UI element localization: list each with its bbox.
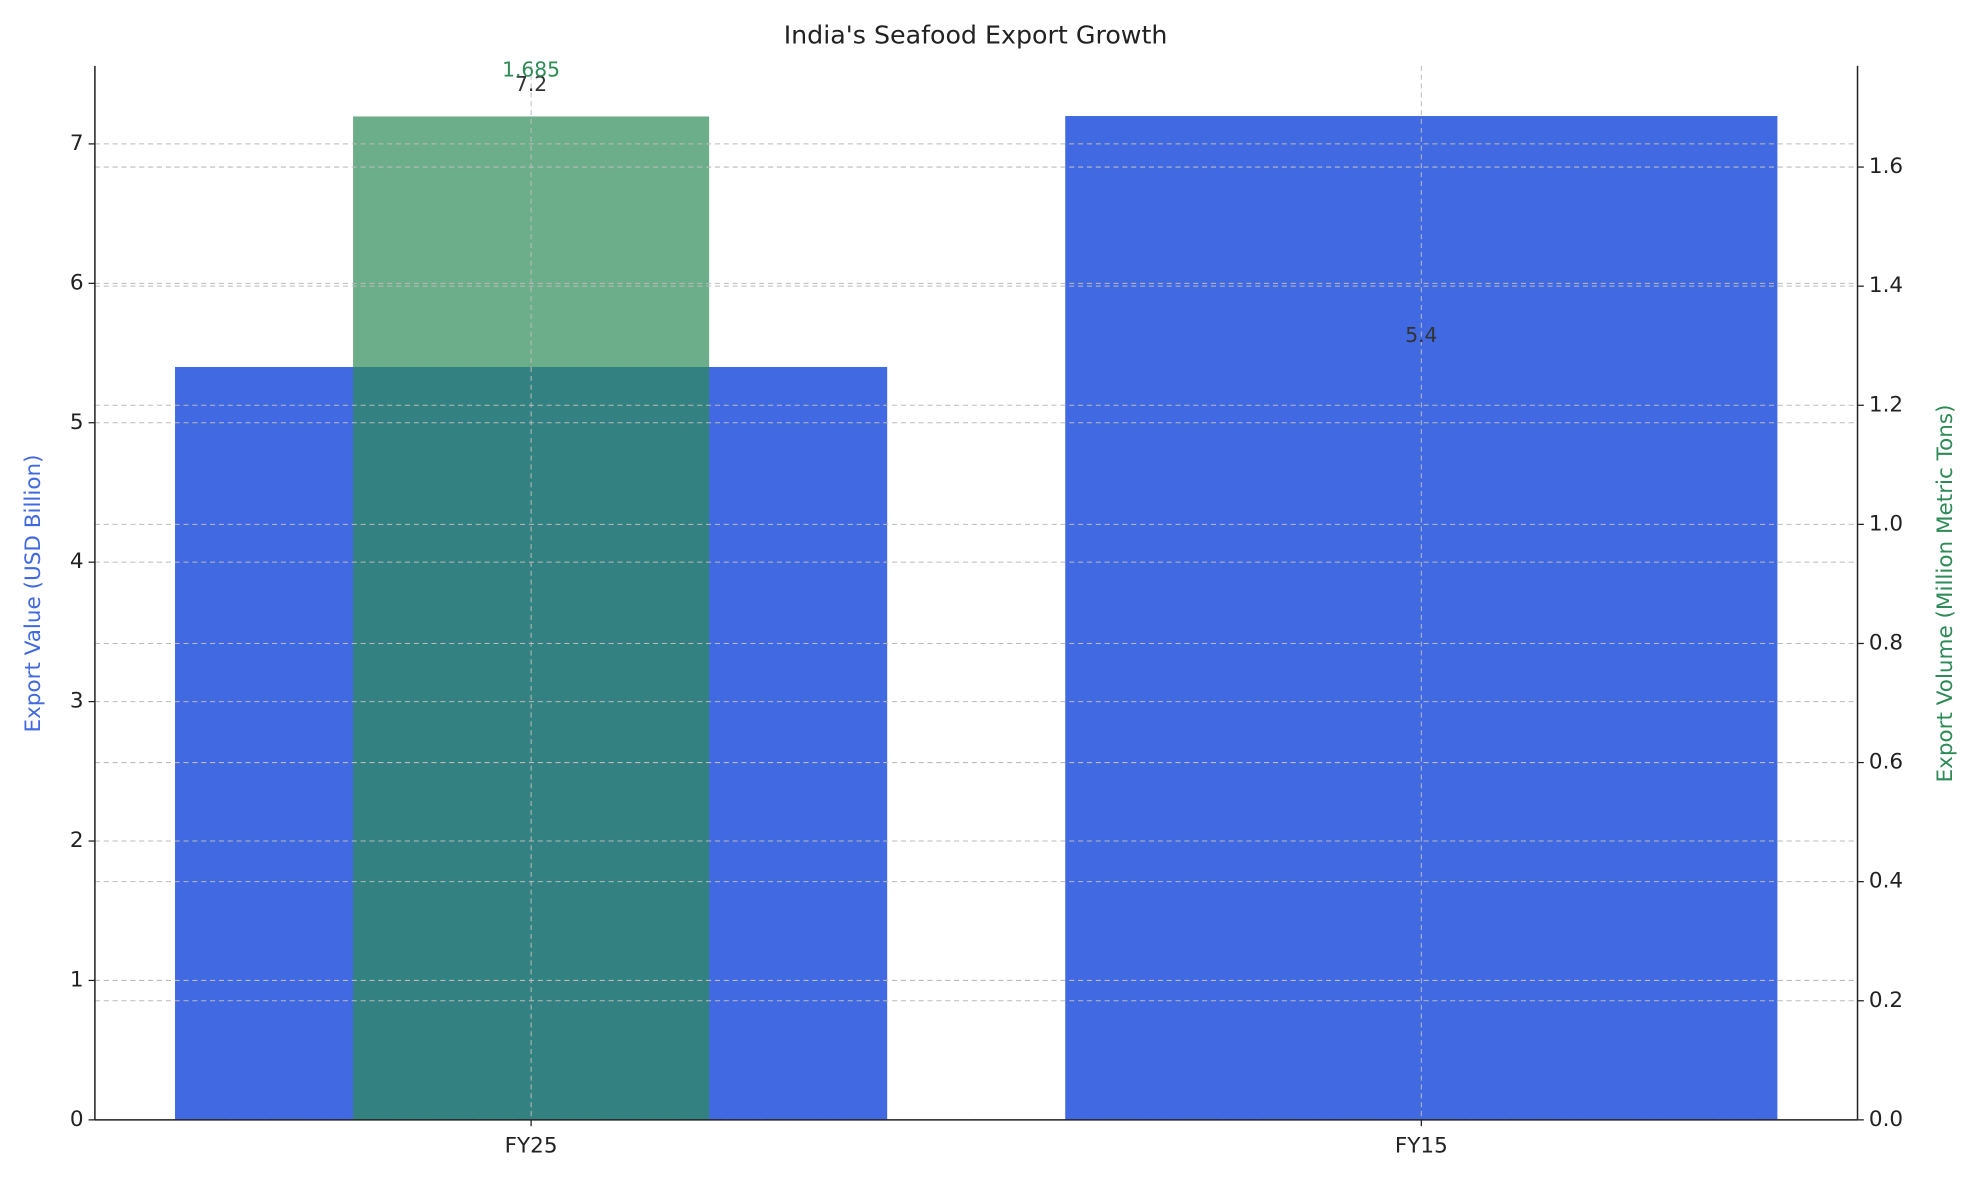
y2-tick-label: 1.0: [1869, 511, 1903, 536]
data-label: 5.4: [1405, 323, 1437, 347]
y-tick-label: 4: [70, 549, 84, 574]
y2-tick-label: 1.4: [1869, 273, 1903, 298]
y-tick-label: 3: [70, 689, 84, 714]
y-tick-label: 0: [70, 1107, 84, 1132]
y-tick-label: 1: [70, 967, 84, 992]
layer: [175, 116, 1778, 1120]
y2-tick-label: 0.2: [1869, 988, 1903, 1013]
data-label: 1.685: [502, 57, 560, 81]
y-tick-label: 5: [70, 410, 84, 435]
y-axis-label: Export Value (USD Billion): [21, 454, 46, 732]
layer: 0 1 2 3 4 5 6 7 0.0 0.2 0.4 0.6 0.8 1.0 1.2 1.4 1.6 FY25 F…: [70, 57, 1903, 1158]
layer: [94, 65, 1858, 1121]
y2-axis-label: Export Volume (Million Metric Tons): [1933, 404, 1958, 782]
chart-title: India's Seafood Export Growth: [784, 21, 1168, 50]
y2-tick-label: 0.8: [1869, 630, 1903, 655]
y-tick-label: 2: [70, 828, 84, 853]
y-tick-label: 7: [70, 131, 84, 156]
y2-tick-label: 1.6: [1869, 154, 1903, 179]
x-tick-label: FY25: [505, 1133, 558, 1158]
y2-tick-label: 0.4: [1869, 869, 1903, 894]
y2-tick-label: 0.6: [1869, 750, 1903, 775]
y2-tick-label: 1.2: [1869, 392, 1903, 417]
y-tick-label: 6: [70, 270, 84, 295]
x-tick-label: FY15: [1395, 1133, 1448, 1158]
y2-tick-label: 0.0: [1869, 1107, 1903, 1132]
data-label: 7.2: [515, 72, 547, 96]
